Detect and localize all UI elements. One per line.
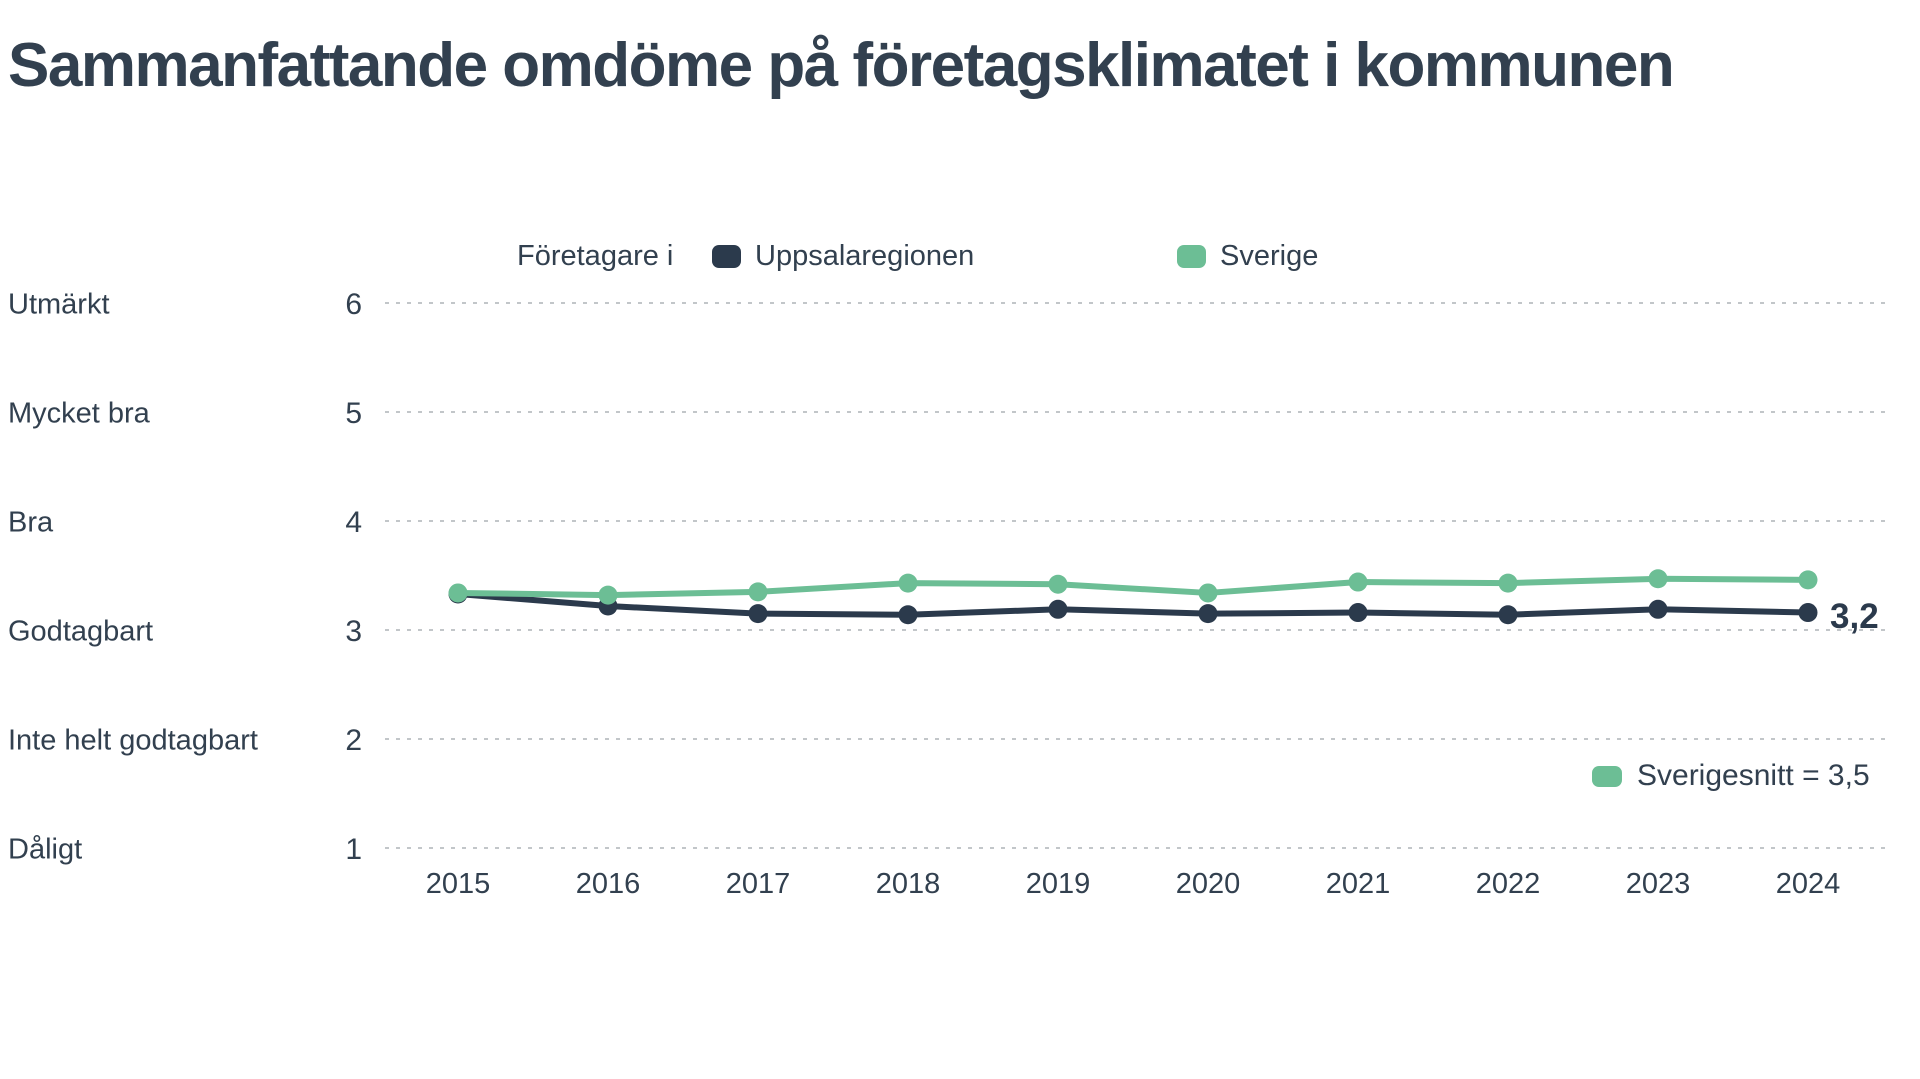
y-axis-tick-value: 5 <box>345 397 362 430</box>
legend-item-sverige: Sverige <box>1177 240 1318 273</box>
y-axis-tick-value: 6 <box>345 288 362 321</box>
series-line-sverige <box>455 575 1811 599</box>
data-point-sverige-2017 <box>748 582 768 602</box>
data-point-sverige-2021 <box>1348 572 1368 592</box>
x-axis-tick-label: 2017 <box>725 868 791 900</box>
sweden-average-annotation: Sverigesnitt = 3,5 <box>1592 759 1870 793</box>
y-axis-category-label: Dåligt <box>8 833 83 866</box>
sweden-average-label: Sverigesnitt = 3,5 <box>1637 759 1870 792</box>
data-point-sverige-2015 <box>448 583 468 603</box>
data-point-uppsalaregionen-2018 <box>898 605 918 625</box>
data-point-uppsalaregionen-2023 <box>1648 599 1668 619</box>
x-axis-tick-label: 2021 <box>1325 868 1391 900</box>
data-point-uppsalaregionen-2021 <box>1348 603 1368 623</box>
legend-label-sverige: Sverige <box>1220 240 1319 272</box>
legend-item-uppsalaregionen: Uppsalaregionen <box>712 240 974 273</box>
series-end-value-label: 3,2 <box>1830 597 1879 636</box>
legend-swatch-uppsalaregionen-icon <box>712 245 741 268</box>
x-axis-tick-label: 2018 <box>875 868 941 900</box>
chart-title: Sammanfattande omdöme på företagsklimate… <box>8 31 1675 100</box>
x-axis-tick-label: 2015 <box>425 868 491 900</box>
y-axis-tick-value: 3 <box>345 615 362 648</box>
data-point-uppsalaregionen-2022 <box>1498 605 1518 625</box>
y-axis-tick-value: 2 <box>345 724 362 757</box>
x-axis-tick-label: 2023 <box>1625 868 1691 900</box>
y-axis-category-label: Utmärkt <box>8 288 110 321</box>
data-point-uppsalaregionen-2017 <box>748 604 768 624</box>
data-point-uppsalaregionen-2024 <box>1798 603 1818 623</box>
data-point-sverige-2016 <box>598 585 618 605</box>
data-point-sverige-2019 <box>1048 574 1068 594</box>
data-point-uppsalaregionen-2020 <box>1198 604 1218 624</box>
y-axis-category-label: Mycket bra <box>8 397 150 430</box>
series-line-uppsalaregionen <box>455 591 1811 618</box>
legend-swatch-sverige-icon <box>1177 245 1206 268</box>
y-axis-tick-value: 4 <box>345 506 362 539</box>
legend-label-uppsalaregionen: Uppsalaregionen <box>755 240 975 272</box>
x-axis-tick-label: 2024 <box>1775 868 1841 900</box>
y-axis-tick-value: 1 <box>345 833 362 866</box>
data-point-sverige-2023 <box>1648 569 1668 589</box>
legend-prefix: Företagare i <box>517 240 674 272</box>
data-point-uppsalaregionen-2019 <box>1048 599 1068 619</box>
data-point-sverige-2024 <box>1798 570 1818 590</box>
x-axis-tick-label: 2020 <box>1175 868 1241 900</box>
data-point-sverige-2018 <box>898 573 918 593</box>
x-axis-tick-label: 2019 <box>1025 868 1091 900</box>
data-point-sverige-2020 <box>1198 583 1218 603</box>
y-axis-category-label: Bra <box>8 506 54 539</box>
x-axis-tick-label: 2016 <box>575 868 641 900</box>
sweden-average-swatch-icon <box>1592 765 1622 787</box>
y-axis-category-label: Inte helt godtagbart <box>8 724 258 757</box>
data-point-sverige-2022 <box>1498 573 1518 593</box>
x-axis-tick-label: 2022 <box>1475 868 1541 900</box>
y-axis-category-label: Godtagbart <box>8 615 154 648</box>
